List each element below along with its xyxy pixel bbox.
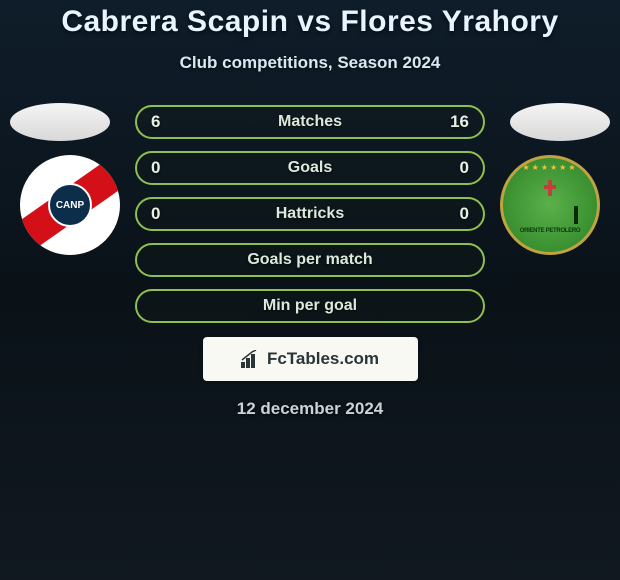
date-text: 12 december 2024 xyxy=(0,399,620,419)
club-badge-right: ★★★★★★ ORIENTE PETROLERO xyxy=(500,155,600,255)
club-badge-right-text: ORIENTE PETROLERO xyxy=(503,228,597,234)
stat-row-matches: 6 Matches 16 xyxy=(135,105,485,139)
stat-label: Goals per match xyxy=(247,251,372,269)
club-badge-left-text: CANP xyxy=(48,183,92,227)
page-title: Cabrera Scapin vs Flores Yrahory xyxy=(0,5,620,39)
country-flag-left xyxy=(10,103,110,141)
stat-row-hattricks: 0 Hattricks 0 xyxy=(135,197,485,231)
stat-left-value: 6 xyxy=(151,112,160,132)
subtitle: Club competitions, Season 2024 xyxy=(0,53,620,73)
stat-row-mpg: Min per goal xyxy=(135,289,485,323)
country-flag-right xyxy=(510,103,610,141)
stat-label: Min per goal xyxy=(263,297,357,315)
stat-left-value: 0 xyxy=(151,158,160,178)
brand-logo[interactable]: FcTables.com xyxy=(203,337,418,381)
chart-icon xyxy=(241,350,263,368)
brand-text: FcTables.com xyxy=(267,349,379,369)
stat-rows: 6 Matches 16 0 Goals 0 0 Hattricks 0 Goa… xyxy=(135,105,485,323)
club-badge-right-stars: ★★★★★★ xyxy=(503,163,597,172)
stat-row-goals: 0 Goals 0 xyxy=(135,151,485,185)
stat-right-value: 16 xyxy=(450,112,469,132)
stat-row-gpm: Goals per match xyxy=(135,243,485,277)
stat-right-value: 0 xyxy=(460,158,469,178)
stat-label: Hattricks xyxy=(276,205,344,223)
club-badge-left: CANP xyxy=(20,155,120,255)
stat-left-value: 0 xyxy=(151,204,160,224)
stat-label: Goals xyxy=(288,159,332,177)
stat-label: Matches xyxy=(278,113,342,131)
stat-right-value: 0 xyxy=(460,204,469,224)
comparison-area: CANP ★★★★★★ ORIENTE PETROLERO 6 Matches … xyxy=(0,105,620,323)
